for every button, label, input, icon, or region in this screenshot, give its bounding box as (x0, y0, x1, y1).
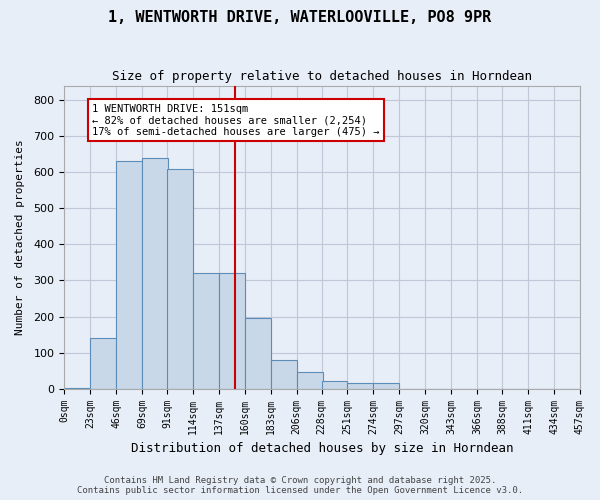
Bar (347, 384, 373, 388)
X-axis label: Distribution of detached houses by size in Horndean: Distribution of detached houses by size … (131, 442, 514, 455)
Y-axis label: Number of detached properties: Number of detached properties (15, 139, 25, 335)
Bar (167, 168, 193, 388)
Bar (322, 382, 347, 388)
Bar (219, 273, 245, 388)
Text: 1, WENTWORTH DRIVE, WATERLOOVILLE, PO8 9PR: 1, WENTWORTH DRIVE, WATERLOOVILLE, PO8 9… (109, 10, 491, 25)
Bar (193, 273, 219, 388)
Text: Contains HM Land Registry data © Crown copyright and database right 2025.
Contai: Contains HM Land Registry data © Crown c… (77, 476, 523, 495)
Bar (245, 318, 271, 388)
Bar (373, 384, 400, 388)
Bar (142, 158, 168, 388)
Title: Size of property relative to detached houses in Horndean: Size of property relative to detached ho… (112, 70, 532, 83)
Text: 1 WENTWORTH DRIVE: 151sqm
← 82% of detached houses are smaller (2,254)
17% of se: 1 WENTWORTH DRIVE: 151sqm ← 82% of detac… (92, 104, 380, 137)
Bar (116, 162, 142, 388)
Bar (271, 360, 296, 388)
Bar (296, 372, 323, 388)
Bar (90, 338, 116, 388)
